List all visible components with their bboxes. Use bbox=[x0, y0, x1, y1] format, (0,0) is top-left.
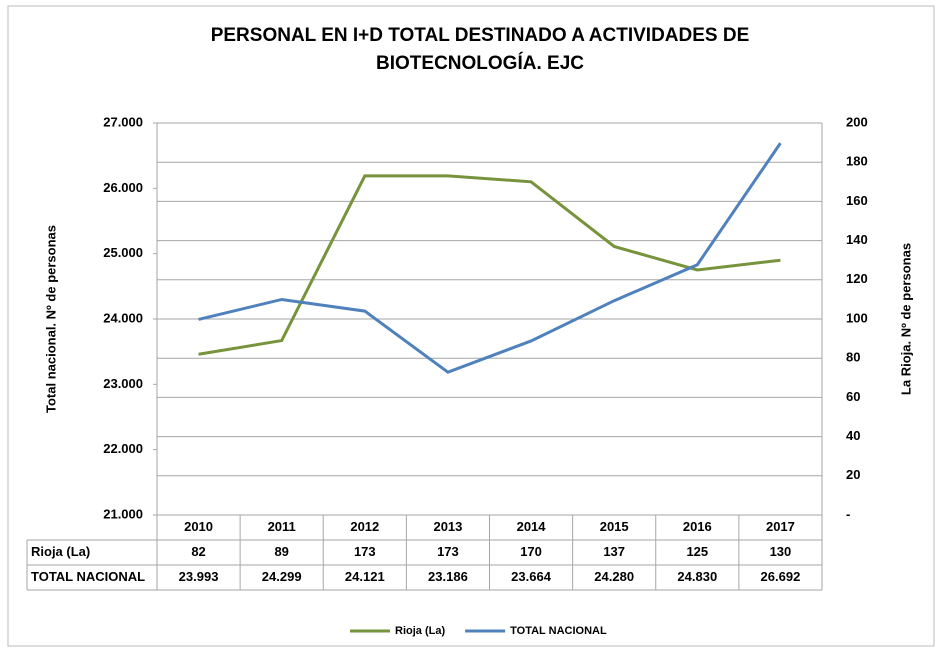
table-cell: 125 bbox=[686, 544, 708, 559]
chart-title: PERSONAL EN I+D TOTAL DESTINADO A ACTIVI… bbox=[210, 25, 750, 74]
y-axis-label: Total nacional. Nº de personas bbox=[43, 225, 58, 413]
y2-tick-label: 80 bbox=[846, 350, 860, 365]
y2-tick-label: 200 bbox=[846, 114, 868, 129]
table-cell: 89 bbox=[274, 544, 288, 559]
y-tick-label: 24.000 bbox=[103, 310, 143, 325]
y-tick-label: 22.000 bbox=[103, 441, 143, 456]
table-cell: 130 bbox=[770, 544, 792, 559]
legend-label: Rioja (La) bbox=[395, 625, 445, 637]
table-cell: 82 bbox=[191, 544, 205, 559]
y2-tick-label: 60 bbox=[846, 389, 860, 404]
x-tick-label: 2010 bbox=[184, 519, 213, 534]
legend-label: TOTAL NACIONAL bbox=[510, 625, 607, 637]
table-cell: 24.830 bbox=[677, 569, 717, 584]
series-line bbox=[198, 174, 781, 356]
table-cell: 137 bbox=[603, 544, 625, 559]
x-tick-label: 2011 bbox=[268, 519, 296, 534]
y2-tick-label: 20 bbox=[846, 467, 860, 482]
table-cell: 23.186 bbox=[428, 569, 468, 584]
table-cell: 173 bbox=[437, 544, 459, 559]
table-cell: 24.280 bbox=[594, 569, 634, 584]
y2-tick-label: 120 bbox=[846, 271, 868, 286]
table-cell: 173 bbox=[354, 544, 376, 559]
y-tick-label: 27.000 bbox=[103, 114, 143, 129]
table-row-label: Rioja (La) bbox=[31, 544, 90, 559]
x-tick-label: 2017 bbox=[766, 519, 795, 534]
x-tick-label: 2012 bbox=[350, 519, 379, 534]
x-tick-label: 2015 bbox=[600, 519, 629, 534]
table-cell: 170 bbox=[520, 544, 542, 559]
y2-tick-label: - bbox=[846, 506, 850, 521]
y2-tick-label: 180 bbox=[846, 154, 868, 169]
chart-frame bbox=[7, 5, 935, 647]
y2-tick-label: 160 bbox=[846, 193, 868, 208]
y2-axis-label: La Rioja. Nº de personas bbox=[898, 243, 913, 395]
y-tick-label: 23.000 bbox=[103, 376, 143, 391]
table-cell: 23.993 bbox=[179, 569, 219, 584]
x-tick-label: 2014 bbox=[517, 519, 547, 534]
table-cell: 26.692 bbox=[761, 569, 801, 584]
y2-tick-label: 40 bbox=[846, 428, 860, 443]
x-tick-label: 2013 bbox=[433, 519, 462, 534]
y2-tick-label: 140 bbox=[846, 232, 868, 247]
table-cell: 23.664 bbox=[511, 569, 552, 584]
y2-tick-label: 100 bbox=[846, 310, 868, 325]
table-row-label: TOTAL NACIONAL bbox=[31, 569, 145, 584]
series-line bbox=[198, 142, 782, 374]
table-cell: 24.121 bbox=[345, 569, 385, 584]
y-tick-label: 21.000 bbox=[103, 506, 143, 521]
y-tick-label: 25.000 bbox=[103, 245, 143, 260]
y-tick-label: 26.000 bbox=[103, 180, 143, 195]
table-cell: 24.299 bbox=[262, 569, 302, 584]
x-tick-label: 2016 bbox=[683, 519, 712, 534]
